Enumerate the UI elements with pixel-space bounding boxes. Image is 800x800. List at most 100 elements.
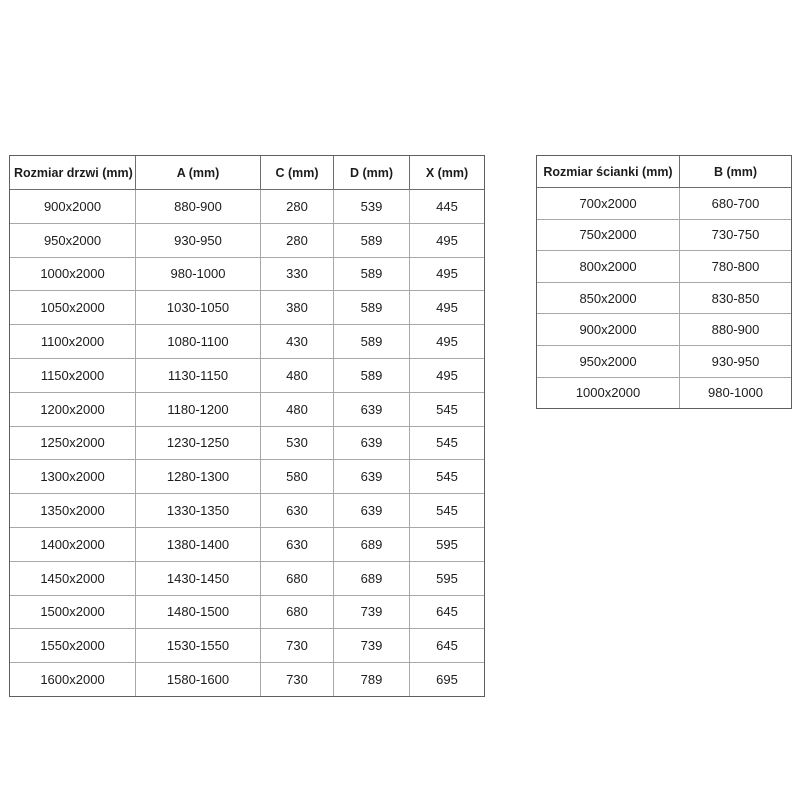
- table-row: 1300x2000 1280-1300 580 639 545: [9, 459, 485, 495]
- cell-d: 589: [333, 256, 410, 292]
- cell-a: 1330-1350: [135, 493, 261, 528]
- cell-d: 639: [333, 391, 410, 427]
- cell-x: 645: [409, 594, 485, 630]
- table-header-row: Rozmiar drzwi (mm) A (mm) C (mm) D (mm) …: [9, 155, 485, 190]
- cell-c: 380: [260, 290, 334, 326]
- door-size-table: Rozmiar drzwi (mm) A (mm) C (mm) D (mm) …: [9, 155, 485, 697]
- cell-b: 930-950: [679, 344, 792, 378]
- cell-d: 789: [333, 662, 410, 697]
- column-header-door-size: Rozmiar drzwi (mm): [9, 155, 136, 190]
- cell-a: 1280-1300: [135, 459, 261, 495]
- cell-c: 730: [260, 628, 334, 664]
- cell-x: 495: [409, 256, 485, 292]
- cell-c: 680: [260, 560, 334, 596]
- column-header-a: A (mm): [135, 155, 261, 190]
- table-row: 950x2000 930-950: [536, 344, 792, 378]
- cell-d: 689: [333, 560, 410, 596]
- column-header-c: C (mm): [260, 155, 334, 190]
- table-row: 950x2000 930-950 280 589 495: [9, 222, 485, 258]
- table-row: 1050x2000 1030-1050 380 589 495: [9, 290, 485, 326]
- cell-d: 589: [333, 324, 410, 359]
- cell-d: 639: [333, 425, 410, 461]
- door-table-header: Rozmiar drzwi (mm) A (mm) C (mm) D (mm) …: [9, 155, 485, 190]
- cell-d: 589: [333, 290, 410, 326]
- cell-c: 630: [260, 493, 334, 528]
- cell-door-size: 900x2000: [9, 189, 136, 224]
- table-row: 1000x2000 980-1000 330 589 495: [9, 256, 485, 292]
- cell-d: 739: [333, 628, 410, 664]
- cell-wall-size: 900x2000: [536, 313, 680, 346]
- cell-door-size: 1450x2000: [9, 560, 136, 596]
- cell-c: 680: [260, 594, 334, 630]
- cell-c: 730: [260, 662, 334, 697]
- cell-door-size: 1050x2000: [9, 290, 136, 326]
- cell-d: 639: [333, 459, 410, 495]
- cell-wall-size: 850x2000: [536, 281, 680, 315]
- table-row: 750x2000 730-750: [536, 218, 792, 252]
- column-header-x: X (mm): [409, 155, 485, 190]
- cell-x: 445: [409, 189, 485, 224]
- cell-b: 680-700: [679, 187, 792, 220]
- cell-door-size: 1100x2000: [9, 324, 136, 359]
- cell-wall-size: 1000x2000: [536, 376, 680, 410]
- cell-wall-size: 700x2000: [536, 187, 680, 220]
- cell-a: 1430-1450: [135, 560, 261, 596]
- cell-wall-size: 750x2000: [536, 218, 680, 252]
- cell-a: 1080-1100: [135, 324, 261, 359]
- cell-a: 930-950: [135, 222, 261, 258]
- cell-a: 1030-1050: [135, 290, 261, 326]
- cell-b: 780-800: [679, 250, 792, 283]
- cell-c: 330: [260, 256, 334, 292]
- cell-b: 830-850: [679, 281, 792, 315]
- door-table-body: 900x2000 880-900 280 539 445 950x2000 930-950 2…: [9, 189, 485, 697]
- cell-c: 480: [260, 391, 334, 427]
- cell-a: 880-900: [135, 189, 261, 224]
- cell-x: 495: [409, 222, 485, 258]
- table-row: 1500x2000 1480-1500 680 739 645: [9, 594, 485, 630]
- cell-wall-size: 800x2000: [536, 250, 680, 283]
- cell-d: 639: [333, 493, 410, 528]
- cell-x: 495: [409, 290, 485, 326]
- table-row: 1250x2000 1230-1250 530 639 545: [9, 425, 485, 461]
- cell-door-size: 1150x2000: [9, 357, 136, 393]
- table-row: 1150x2000 1130-1150 480 589 495: [9, 357, 485, 393]
- cell-door-size: 1600x2000: [9, 662, 136, 697]
- cell-door-size: 1300x2000: [9, 459, 136, 495]
- cell-door-size: 1550x2000: [9, 628, 136, 664]
- cell-a: 1530-1550: [135, 628, 261, 664]
- cell-door-size: 950x2000: [9, 222, 136, 258]
- cell-c: 280: [260, 222, 334, 258]
- table-row: 900x2000 880-900: [536, 313, 792, 346]
- table-header-row: Rozmiar ścianki (mm) B (mm): [536, 155, 792, 188]
- table-row: 1000x2000 980-1000: [536, 376, 792, 410]
- table-row: 850x2000 830-850: [536, 281, 792, 315]
- column-header-d: D (mm): [333, 155, 410, 190]
- cell-a: 1480-1500: [135, 594, 261, 630]
- table-row: 1600x2000 1580-1600 730 789 695: [9, 662, 485, 697]
- cell-x: 495: [409, 357, 485, 393]
- table-row: 700x2000 680-700: [536, 187, 792, 220]
- cell-door-size: 1350x2000: [9, 493, 136, 528]
- cell-a: 1180-1200: [135, 391, 261, 427]
- table-row: 1350x2000 1330-1350 630 639 545: [9, 493, 485, 528]
- table-row: 1550x2000 1530-1550 730 739 645: [9, 628, 485, 664]
- cell-d: 689: [333, 526, 410, 562]
- cell-a: 1580-1600: [135, 662, 261, 697]
- column-header-wall-size: Rozmiar ścianki (mm): [536, 155, 680, 188]
- cell-b: 730-750: [679, 218, 792, 252]
- table-row: 1450x2000 1430-1450 680 689 595: [9, 560, 485, 596]
- table-row: 900x2000 880-900 280 539 445: [9, 189, 485, 224]
- cell-b: 980-1000: [679, 376, 792, 410]
- cell-a: 1130-1150: [135, 357, 261, 393]
- cell-d: 589: [333, 222, 410, 258]
- cell-door-size: 1400x2000: [9, 526, 136, 562]
- wall-table-body: 700x2000 680-700 750x2000 730-750 800x2000 78…: [536, 187, 792, 410]
- cell-b: 880-900: [679, 313, 792, 346]
- cell-x: 545: [409, 459, 485, 495]
- cell-c: 530: [260, 425, 334, 461]
- cell-x: 645: [409, 628, 485, 664]
- table-row: 1400x2000 1380-1400 630 689 595: [9, 526, 485, 562]
- cell-door-size: 1250x2000: [9, 425, 136, 461]
- cell-door-size: 1000x2000: [9, 256, 136, 292]
- cell-d: 539: [333, 189, 410, 224]
